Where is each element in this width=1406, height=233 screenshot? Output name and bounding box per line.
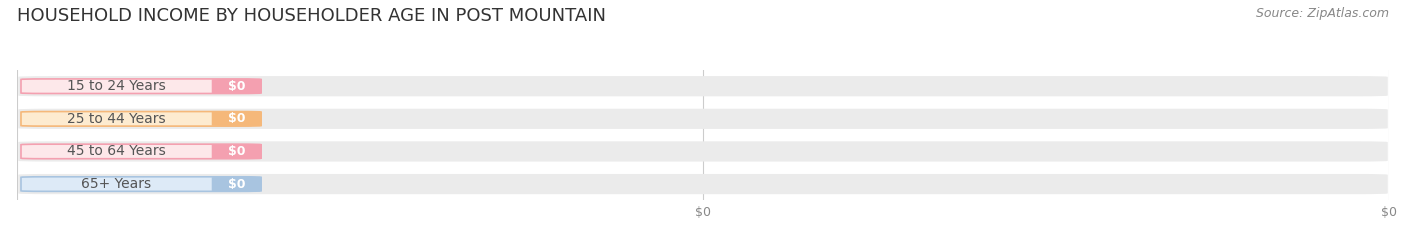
FancyBboxPatch shape [212,144,262,159]
Text: Source: ZipAtlas.com: Source: ZipAtlas.com [1256,7,1389,20]
FancyBboxPatch shape [21,79,262,93]
FancyBboxPatch shape [18,76,1388,96]
Text: 25 to 44 Years: 25 to 44 Years [67,112,166,126]
FancyBboxPatch shape [212,112,262,126]
FancyBboxPatch shape [21,144,262,159]
FancyBboxPatch shape [21,177,262,191]
FancyBboxPatch shape [212,79,262,93]
Text: $0: $0 [228,112,245,125]
Text: 15 to 24 Years: 15 to 24 Years [67,79,166,93]
FancyBboxPatch shape [18,141,1388,161]
FancyBboxPatch shape [18,109,1388,129]
FancyBboxPatch shape [212,177,262,191]
FancyBboxPatch shape [21,112,262,126]
FancyBboxPatch shape [18,174,1388,194]
Text: 65+ Years: 65+ Years [82,177,152,191]
Text: $0: $0 [228,178,245,191]
Text: HOUSEHOLD INCOME BY HOUSEHOLDER AGE IN POST MOUNTAIN: HOUSEHOLD INCOME BY HOUSEHOLDER AGE IN P… [17,7,606,25]
Text: $0: $0 [228,80,245,93]
Text: 45 to 64 Years: 45 to 64 Years [67,144,166,158]
Text: $0: $0 [228,145,245,158]
